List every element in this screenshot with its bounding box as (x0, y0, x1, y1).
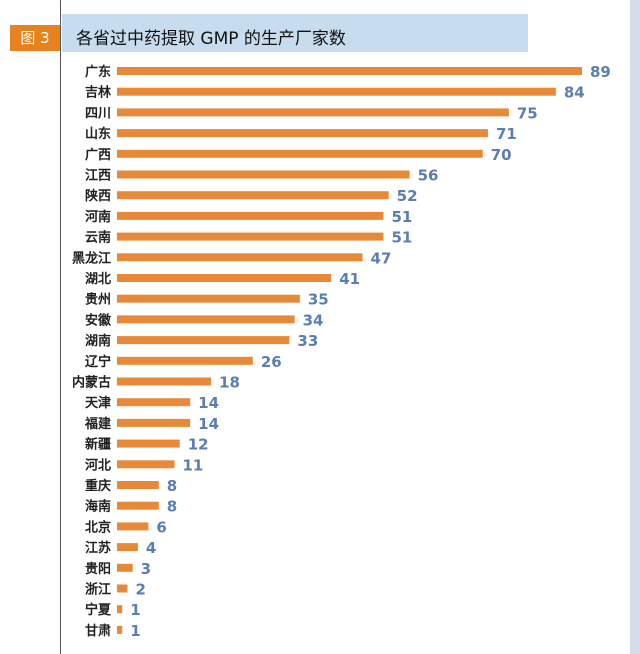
category-label: 四川 (85, 106, 111, 121)
bar (117, 584, 128, 593)
category-label: 江西 (85, 168, 111, 184)
left-rule (60, 0, 61, 654)
bar (117, 129, 488, 138)
category-label: 陕西 (85, 188, 111, 204)
value-label: 70 (491, 146, 512, 164)
value-label: 12 (188, 436, 209, 454)
value-label: 14 (198, 394, 219, 412)
bar (117, 522, 149, 531)
bar (117, 501, 159, 510)
category-label: 江苏 (85, 540, 111, 556)
bar (117, 294, 300, 303)
value-label: 51 (391, 208, 412, 226)
bar (117, 274, 332, 282)
value-label: 3 (141, 560, 151, 578)
category-label: 北京 (85, 519, 111, 535)
category-label: 贵州 (85, 292, 111, 308)
category-label: 福建 (84, 416, 111, 432)
bar (117, 232, 384, 241)
category-label: 天津 (85, 395, 111, 411)
value-label: 18 (219, 374, 240, 392)
value-label: 6 (156, 518, 166, 536)
value-label: 8 (167, 477, 177, 495)
category-label: 辽宁 (85, 354, 111, 370)
bar (117, 377, 212, 386)
value-label: 8 (167, 498, 177, 516)
bar (117, 315, 295, 324)
value-label: 1 (130, 622, 140, 640)
value-label: 47 (371, 249, 392, 267)
value-label: 14 (198, 415, 219, 433)
bar (117, 87, 556, 96)
category-label: 山东 (85, 126, 111, 142)
bars (117, 67, 582, 634)
value-label: 52 (397, 187, 418, 205)
value-label: 1 (130, 601, 140, 619)
category-label: 贵阳 (85, 561, 111, 577)
bar (117, 605, 123, 614)
category-label: 甘肃 (85, 623, 111, 639)
category-label: 云南 (85, 230, 111, 246)
value-label: 4 (146, 539, 156, 557)
header-band (62, 14, 528, 52)
bar (117, 336, 290, 345)
category-label: 重庆 (85, 478, 111, 494)
bar (117, 460, 175, 469)
value-label: 71 (496, 125, 517, 143)
value-label: 2 (135, 581, 145, 599)
chart-title: 各省过中药提取 GMP 的生产厂家数 (76, 29, 346, 49)
category-label: 广西 (85, 147, 111, 163)
value-label: 89 (590, 63, 611, 81)
bar (117, 625, 123, 634)
value-label: 33 (297, 332, 318, 350)
category-label: 吉林 (85, 85, 111, 101)
figure-tag: 图 3 (10, 25, 60, 51)
bar (117, 191, 389, 200)
value-label: 34 (303, 311, 324, 329)
value-label: 75 (517, 104, 538, 122)
category-label: 海南 (85, 499, 111, 515)
bar (117, 398, 191, 407)
bar (117, 481, 159, 489)
bar (117, 253, 363, 262)
bar (117, 211, 384, 220)
value-label: 84 (564, 84, 585, 102)
category-label: 新疆 (85, 437, 111, 453)
bar (117, 543, 138, 552)
bar (117, 170, 410, 179)
value-label: 35 (308, 291, 329, 309)
bar (117, 108, 509, 117)
value-label: 11 (182, 456, 203, 474)
value-label: 56 (418, 167, 439, 185)
bar (117, 439, 180, 448)
category-label: 广东 (85, 64, 111, 80)
right-rule (630, 0, 640, 654)
value-label: 26 (261, 353, 282, 371)
bar (117, 563, 133, 572)
value-label: 51 (391, 229, 412, 247)
value-labels: 8984757170565251514741353433261814141211… (130, 63, 611, 640)
value-label: 41 (339, 270, 360, 288)
bar (117, 418, 191, 427)
category-label: 河北 (85, 457, 111, 473)
category-label: 黑龙江 (72, 250, 111, 266)
bar (117, 149, 483, 158)
category-label: 湖北 (85, 272, 111, 287)
category-label: 内蒙古 (72, 375, 111, 391)
category-label: 宁夏 (85, 602, 112, 618)
bar (117, 67, 582, 75)
bar (117, 356, 253, 365)
category-labels: 广东吉林四川山东广西江西陕西河南云南黑龙江湖北贵州安徽湖南辽宁内蒙古天津福建新疆… (72, 64, 112, 639)
category-label: 安徽 (85, 312, 112, 328)
category-label: 湖南 (85, 333, 111, 349)
category-label: 浙江 (85, 582, 111, 598)
category-label: 河南 (85, 209, 111, 225)
